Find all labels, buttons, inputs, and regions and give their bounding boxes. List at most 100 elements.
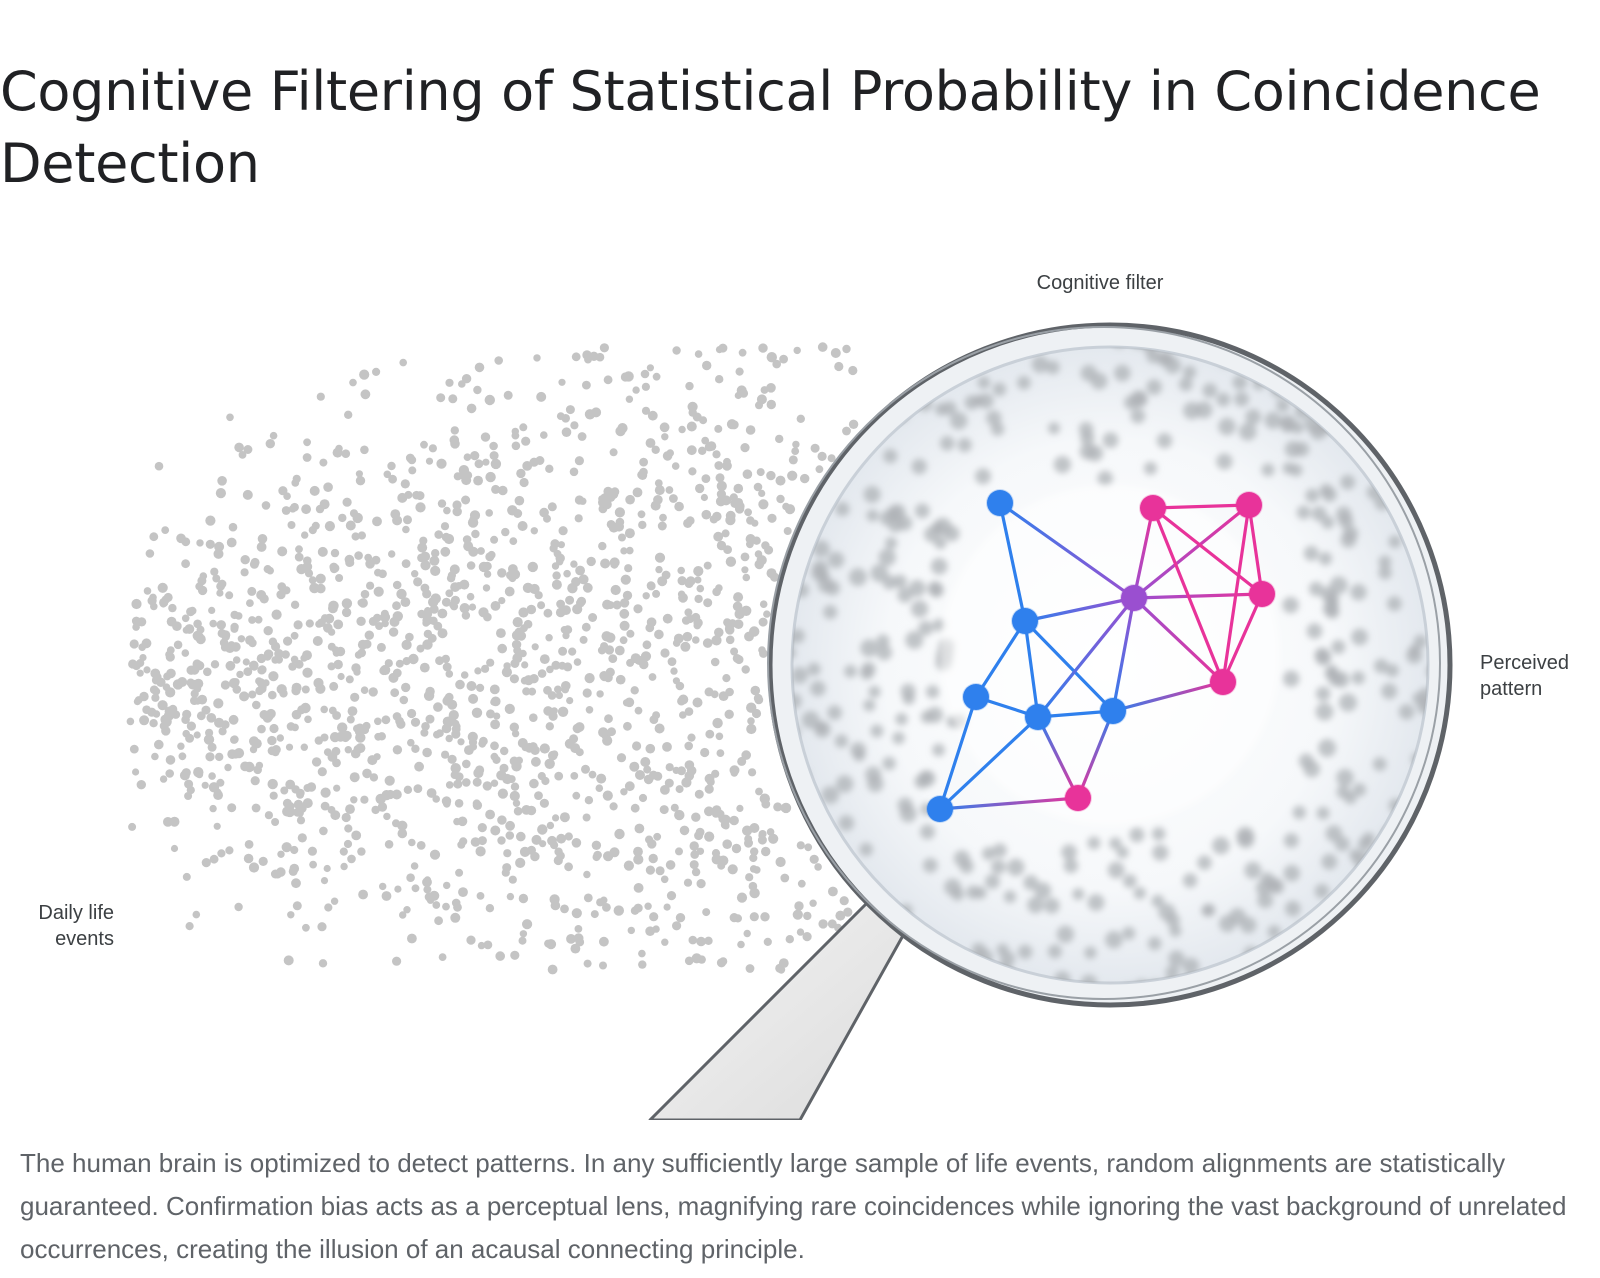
event-dot <box>292 901 302 911</box>
event-dot <box>283 955 294 966</box>
event-dot <box>531 756 541 767</box>
pattern-edge <box>1151 503 1251 510</box>
event-dot <box>330 897 339 905</box>
event-dot <box>646 364 655 372</box>
event-dot <box>659 513 667 522</box>
event-dot <box>616 753 627 763</box>
event-dot <box>624 564 633 573</box>
magnified-dot <box>1267 925 1281 939</box>
event-dot <box>775 963 785 973</box>
event-dot <box>443 506 451 515</box>
event-dot <box>416 841 426 850</box>
pattern-edge <box>1151 506 1264 596</box>
magnified-dot <box>944 878 962 896</box>
magnified-dot <box>1017 375 1031 390</box>
pattern-edge <box>1036 715 1080 800</box>
event-dot <box>705 729 715 739</box>
event-dot <box>582 380 591 390</box>
event-dot <box>640 757 651 767</box>
event-dot <box>661 433 669 441</box>
magnified-dot <box>1296 505 1311 520</box>
magnified-dot <box>1003 890 1017 903</box>
magnified-dot <box>920 824 935 840</box>
event-dot <box>466 403 477 414</box>
event-dot <box>316 392 325 401</box>
event-dot <box>512 617 523 628</box>
event-dot <box>766 399 776 410</box>
event-dot <box>475 846 486 857</box>
event-dot <box>794 901 804 911</box>
event-dot <box>602 790 613 801</box>
event-dot <box>565 595 575 605</box>
event-dot <box>834 361 844 372</box>
event-dot <box>722 839 732 849</box>
event-dot <box>266 566 275 575</box>
event-dot <box>509 569 521 580</box>
event-dot-field <box>126 342 869 976</box>
event-dot <box>510 782 520 791</box>
event-dot <box>741 665 750 674</box>
event-dot <box>602 903 611 912</box>
event-dot <box>539 654 550 664</box>
pattern-edge <box>1247 503 1264 596</box>
event-dot <box>199 572 208 580</box>
event-dot <box>619 608 630 619</box>
magnified-dot <box>992 843 1007 858</box>
event-dot <box>490 741 499 751</box>
event-dot <box>485 552 495 562</box>
event-dot <box>758 343 768 353</box>
event-dot <box>652 711 661 720</box>
event-dot <box>485 809 495 820</box>
event-dot <box>582 582 593 593</box>
event-dot <box>355 732 366 743</box>
event-dot <box>556 833 567 844</box>
magnified-dot <box>1168 950 1185 967</box>
event-dot <box>803 911 812 921</box>
event-dot <box>400 597 411 607</box>
event-dot <box>344 410 353 419</box>
page-title: Cognitive Filtering of Statistical Proba… <box>0 60 1541 195</box>
event-dot <box>614 645 625 656</box>
magnified-dot <box>1321 853 1338 870</box>
magnified-dot <box>982 846 996 861</box>
event-dot <box>318 959 328 968</box>
magnified-dot <box>1114 364 1131 382</box>
event-dot <box>706 778 715 786</box>
event-dot <box>539 507 549 518</box>
event-dot <box>724 709 734 719</box>
event-dot <box>551 579 562 590</box>
event-dot <box>353 724 361 733</box>
event-dot <box>500 746 509 756</box>
event-dot <box>471 529 480 539</box>
event-dot <box>205 752 215 762</box>
pattern-node-blue <box>927 796 953 822</box>
event-dot <box>518 893 529 904</box>
event-dot <box>759 649 768 658</box>
event-dot <box>796 928 805 936</box>
event-dot <box>442 902 450 911</box>
event-dot <box>323 623 333 633</box>
event-dot <box>574 456 585 466</box>
event-dot <box>145 549 155 558</box>
magnified-dot <box>859 842 873 857</box>
event-dot <box>355 470 363 478</box>
event-dot <box>172 679 184 690</box>
magnified-dot <box>1152 844 1169 861</box>
magnified-dot <box>867 775 884 793</box>
event-dot <box>529 674 539 684</box>
event-dot <box>738 348 747 357</box>
event-dot <box>430 593 441 604</box>
event-dot <box>716 540 727 551</box>
event-dot <box>414 761 424 772</box>
event-dot <box>244 840 254 849</box>
magnified-dot <box>1183 365 1197 379</box>
event-dot <box>704 442 714 452</box>
event-dot <box>412 490 421 500</box>
event-dot <box>583 870 591 879</box>
magnified-dot <box>834 734 849 748</box>
event-dot <box>232 678 240 686</box>
event-dot <box>787 470 798 481</box>
event-dot <box>215 752 224 762</box>
magnified-dot <box>1156 433 1173 449</box>
event-dot <box>674 809 685 821</box>
